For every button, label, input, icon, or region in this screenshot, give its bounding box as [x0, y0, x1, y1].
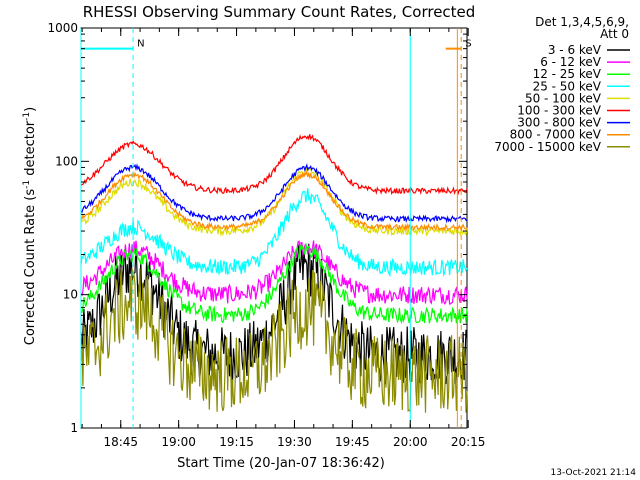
- x-tick-label-5: 20:00: [393, 435, 428, 449]
- y-axis-label-exp2: -1: [22, 112, 32, 121]
- footer-date: 13-Oct-2021 21:14: [551, 468, 637, 478]
- marker-label-0: N: [137, 39, 144, 50]
- series-line-5: [80, 134, 468, 196]
- series-line-8: [80, 267, 468, 413]
- chart-title: RHESSI Observing Summary Count Rates, Co…: [83, 3, 476, 21]
- legend-label-3: 25 - 50 keV: [533, 79, 602, 93]
- legend-label-6: 300 - 800 keV: [517, 116, 601, 130]
- series-layer: [80, 134, 468, 413]
- x-tick-label-1: 19:00: [161, 435, 196, 449]
- y-axis-label-prefix: Corrected Count Rate (s: [23, 189, 38, 346]
- legend-label-8: 7000 - 15000 keV: [494, 140, 601, 154]
- y-tick-label-1: 10: [63, 288, 78, 302]
- series-line-6: [80, 163, 468, 224]
- y-axis-label-suffix: ): [23, 107, 38, 112]
- marker-label-1: S: [465, 39, 471, 50]
- legend-label-7: 800 - 7000 keV: [510, 128, 602, 142]
- x-axis-label: Start Time (20-Jan-07 18:36:42): [177, 456, 385, 471]
- y-tick-label-2: 100: [55, 154, 78, 168]
- legend-label-0: 3 - 6 keV: [548, 43, 602, 57]
- x-tick-label-0: 18:45: [103, 435, 138, 449]
- y-tick-label-3: 1000: [47, 21, 78, 35]
- legend-label-5: 100 - 300 keV: [517, 104, 601, 118]
- series-line-7: [80, 169, 468, 232]
- legend-label-2: 12 - 25 keV: [533, 67, 602, 81]
- series-line-3: [80, 188, 468, 278]
- x-tick-label-3: 19:30: [277, 435, 312, 449]
- legend-label-1: 6 - 12 keV: [540, 55, 602, 69]
- series-line-4: [80, 166, 468, 237]
- y-axis-label-exp1: -1: [22, 180, 32, 189]
- y-axis-label-mid: detector: [23, 120, 38, 180]
- x-tick-label-4: 19:45: [335, 435, 370, 449]
- y-tick-label-0: 1: [70, 421, 78, 435]
- legend-header-line1: Det 1,3,4,5,6,9,: [535, 15, 629, 29]
- series-line-2: [80, 243, 468, 325]
- axes-layer: 1 10 100 1000 18:45 19:00 19:15 19:30 19:45 20:00…: [47, 21, 485, 449]
- series-line-1: [80, 240, 468, 305]
- legend-header-line2: Att 0: [600, 27, 629, 41]
- x-tick-label-6: 20:15: [451, 435, 486, 449]
- x-tick-label-2: 19:15: [219, 435, 254, 449]
- y-axis-label: Corrected Count Rate (s-1 detector-1): [22, 107, 38, 345]
- legend-label-4: 50 - 100 keV: [525, 91, 602, 105]
